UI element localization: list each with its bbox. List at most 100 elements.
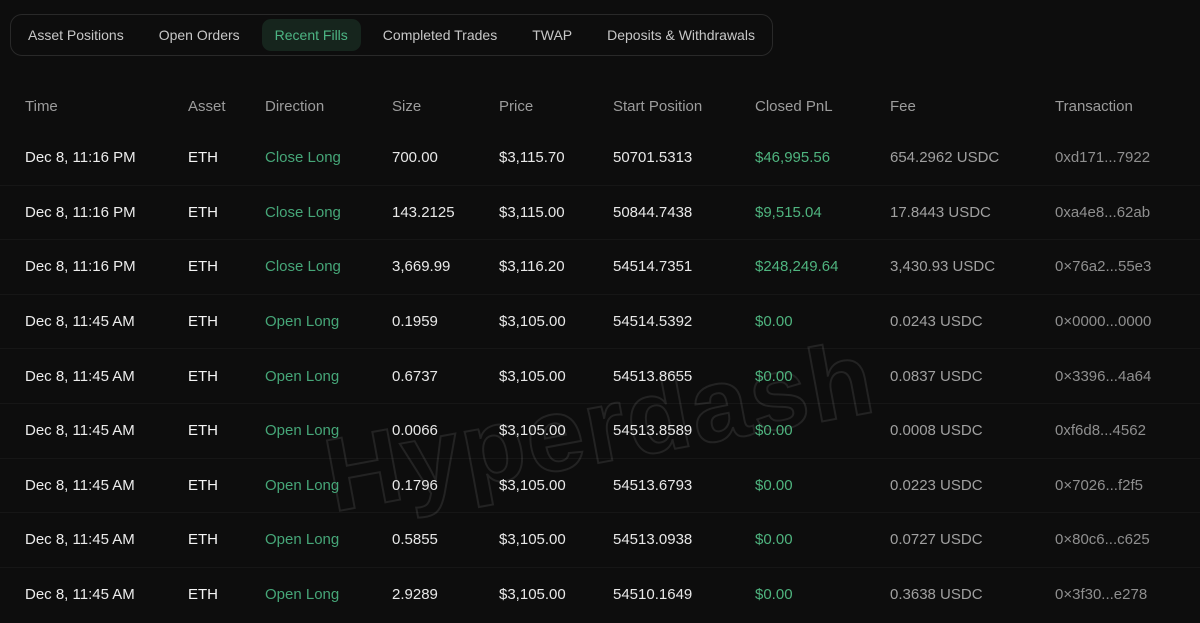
size-cell: 0.6737 [392,367,438,385]
tab-completed-trades[interactable]: Completed Trades [382,27,498,43]
closed-pnl-cell: $9,515.04 [755,203,822,221]
closed-pnl-cell: $0.00 [755,586,793,604]
start-position-cell: 50701.5313 [613,148,693,166]
transaction-link[interactable]: 0×76a2...55e3 [1055,258,1152,276]
direction-cell: Open Long [265,313,340,331]
col-header-transaction: Transaction [1055,97,1133,115]
size-cell: 3,669.99 [392,258,451,276]
time-cell: Dec 8, 11:45 AM [25,531,135,549]
recent-fills-table: Time Asset Direction Size Price Start Po… [0,82,1200,621]
asset-cell: ETH [188,422,218,440]
time-cell: Dec 8, 11:16 PM [25,148,136,166]
time-cell: Dec 8, 11:45 AM [25,586,135,604]
price-cell: $3,115.70 [499,148,565,166]
fee-cell: 0.0223 USDC [890,476,983,494]
table-row: Dec 8, 11:45 AM ETH Open Long 0.1796 $3,… [0,457,1200,513]
closed-pnl-cell: $0.00 [755,476,793,494]
tab-deposits-withdrawals[interactable]: Deposits & Withdrawals [607,27,755,43]
size-cell: 143.2125 [392,203,455,221]
start-position-cell: 54514.7351 [613,258,693,276]
table-row: Dec 8, 11:16 PM ETH Close Long 143.2125 … [0,184,1200,240]
tab-asset-positions[interactable]: Asset Positions [28,27,124,43]
price-cell: $3,105.00 [499,422,566,440]
asset-cell: ETH [188,586,218,604]
size-cell: 0.1959 [392,313,438,331]
col-header-direction: Direction [265,97,325,115]
time-cell: Dec 8, 11:16 PM [25,203,136,221]
transaction-link[interactable]: 0×3396...4a64 [1055,367,1152,385]
fee-cell: 654.2962 USDC [890,148,1000,166]
start-position-cell: 50844.7438 [613,203,693,221]
fills-table-body: Dec 8, 11:16 PM ETH Close Long 700.00 $3… [0,130,1200,621]
fee-cell: 0.3638 USDC [890,586,983,604]
asset-cell: ETH [188,203,218,221]
fee-cell: 0.0727 USDC [890,531,983,549]
price-cell: $3,105.00 [499,586,566,604]
start-position-cell: 54510.1649 [613,586,693,604]
transaction-link[interactable]: 0×0000...0000 [1055,313,1152,331]
fee-cell: 0.0837 USDC [890,367,983,385]
table-row: Dec 8, 11:45 AM ETH Open Long 0.0066 $3,… [0,402,1200,458]
table-row: Dec 8, 11:16 PM ETH Close Long 3,669.99 … [0,239,1200,294]
closed-pnl-cell: $0.00 [755,531,793,549]
closed-pnl-cell: $0.00 [755,367,793,385]
price-cell: $3,115.00 [499,203,565,221]
size-cell: 2.9289 [392,586,438,604]
direction-cell: Close Long [265,148,341,166]
fills-tabbar: Asset Positions Open Orders Recent Fills… [10,14,773,56]
size-cell: 0.0066 [392,422,438,440]
direction-cell: Open Long [265,422,340,440]
col-header-closed-pnl: Closed PnL [755,97,833,115]
col-header-asset: Asset [188,97,226,115]
closed-pnl-cell: $0.00 [755,422,793,440]
transaction-link[interactable]: 0xf6d8...4562 [1055,422,1146,440]
direction-cell: Open Long [265,531,340,549]
table-row: Dec 8, 11:45 AM ETH Open Long 0.5855 $3,… [0,512,1200,567]
table-header-row: Time Asset Direction Size Price Start Po… [0,82,1200,130]
closed-pnl-cell: $46,995.56 [755,148,831,166]
asset-cell: ETH [188,367,218,385]
fee-cell: 3,430.93 USDC [890,258,996,276]
direction-cell: Open Long [265,367,340,385]
asset-cell: ETH [188,531,218,549]
price-cell: $3,105.00 [499,476,566,494]
time-cell: Dec 8, 11:45 AM [25,367,135,385]
col-header-time: Time [25,97,58,115]
tab-twap[interactable]: TWAP [532,27,573,43]
asset-cell: ETH [188,313,218,331]
transaction-link[interactable]: 0×80c6...c625 [1055,531,1150,549]
direction-cell: Open Long [265,476,340,494]
table-row: Dec 8, 11:16 PM ETH Close Long 700.00 $3… [0,130,1200,185]
direction-cell: Close Long [265,258,341,276]
fee-cell: 0.0008 USDC [890,422,983,440]
col-header-start-position: Start Position [613,97,703,115]
start-position-cell: 54514.5392 [613,313,693,331]
table-row: Dec 8, 11:45 AM ETH Open Long 2.9289 $3,… [0,566,1200,622]
table-row: Dec 8, 11:45 AM ETH Open Long 0.1959 $3,… [0,293,1200,349]
tab-recent-fills[interactable]: Recent Fills [261,19,361,51]
asset-cell: ETH [188,258,218,276]
time-cell: Dec 8, 11:45 AM [25,313,135,331]
size-cell: 0.5855 [392,531,438,549]
time-cell: Dec 8, 11:45 AM [25,476,135,494]
asset-cell: ETH [188,148,218,166]
closed-pnl-cell: $0.00 [755,313,793,331]
asset-cell: ETH [188,476,218,494]
col-header-size: Size [392,97,422,115]
price-cell: $3,116.20 [499,258,565,276]
transaction-link[interactable]: 0xd171...7922 [1055,148,1151,166]
transaction-link[interactable]: 0xa4e8...62ab [1055,203,1151,221]
direction-cell: Close Long [265,203,341,221]
start-position-cell: 54513.8589 [613,422,693,440]
transaction-link[interactable]: 0×3f30...e278 [1055,586,1148,604]
direction-cell: Open Long [265,586,340,604]
table-row: Dec 8, 11:45 AM ETH Open Long 0.6737 $3,… [0,348,1200,403]
start-position-cell: 54513.8655 [613,367,693,385]
transaction-link[interactable]: 0×7026...f2f5 [1055,476,1143,494]
tab-open-orders[interactable]: Open Orders [158,27,240,43]
fee-cell: 0.0243 USDC [890,313,983,331]
start-position-cell: 54513.6793 [613,476,693,494]
closed-pnl-cell: $248,249.64 [755,258,839,276]
col-header-fee: Fee [890,97,916,115]
time-cell: Dec 8, 11:45 AM [25,422,135,440]
